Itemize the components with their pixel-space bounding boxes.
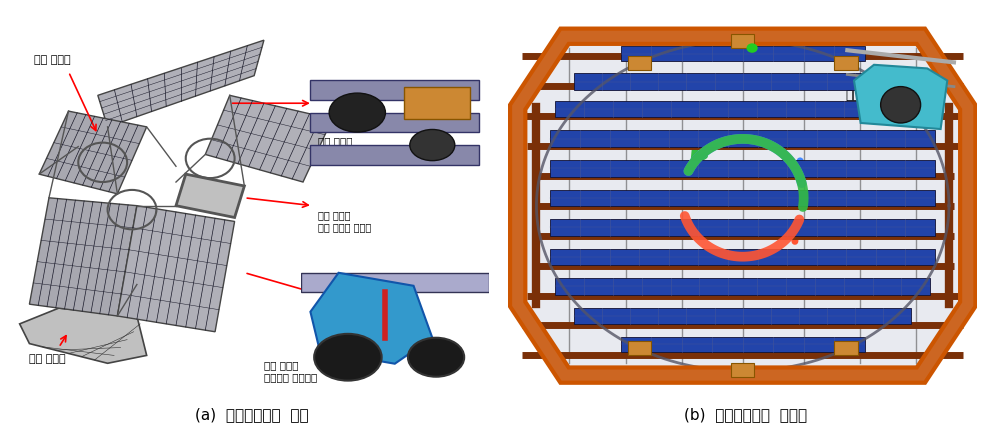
Bar [550,130,934,147]
Text: 고정 부유체
롤러 가이드: 고정 부유체 롤러 가이드 [317,136,352,157]
Bar [620,337,864,352]
Text: 회전 부유체
원형 가이드 프레임: 회전 부유체 원형 가이드 프레임 [317,210,371,232]
FancyBboxPatch shape [310,80,479,100]
FancyBboxPatch shape [404,87,469,119]
Bar [574,73,910,90]
Bar [550,219,934,236]
Bar [620,46,864,61]
Text: 고정 부유체: 고정 부유체 [30,354,66,364]
Polygon shape [853,65,947,129]
Polygon shape [20,308,147,363]
Text: 회전 부유체
수평회전 구동장치: 회전 부유체 수평회전 구동장치 [263,360,317,382]
Bar [550,160,934,177]
Bar [731,34,753,48]
FancyBboxPatch shape [310,113,479,132]
Polygon shape [176,174,245,217]
Polygon shape [205,95,332,182]
Circle shape [880,87,920,123]
Circle shape [407,338,463,377]
Circle shape [329,93,385,132]
Bar [554,101,929,117]
Text: 회전 부유체: 회전 부유체 [35,55,71,65]
Text: (a)  수평회전장치  위치: (a) 수평회전장치 위치 [194,407,309,422]
Polygon shape [39,111,147,194]
Bar [550,190,934,206]
Text: (b)  실증플랜트의  회전축: (b) 실증플랜트의 회전축 [683,407,806,422]
Bar [627,341,651,355]
Text: 회전구동장: 회전구동장 [845,89,882,102]
Bar [627,56,651,70]
Bar [574,308,910,324]
Polygon shape [98,40,263,127]
Polygon shape [117,206,235,332]
Bar [731,363,753,378]
FancyBboxPatch shape [310,145,479,165]
Bar [550,249,934,265]
Bar [833,341,857,355]
Circle shape [409,129,455,161]
Polygon shape [30,198,137,316]
FancyBboxPatch shape [301,273,488,292]
Polygon shape [517,36,966,375]
Bar [554,278,929,295]
Circle shape [745,43,757,53]
Bar [833,56,857,70]
Polygon shape [310,273,432,364]
Circle shape [314,334,382,381]
